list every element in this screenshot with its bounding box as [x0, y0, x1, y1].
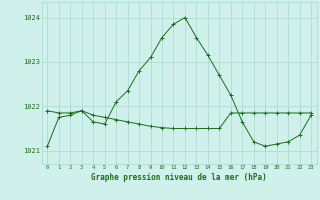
X-axis label: Graphe pression niveau de la mer (hPa): Graphe pression niveau de la mer (hPa): [91, 173, 267, 182]
